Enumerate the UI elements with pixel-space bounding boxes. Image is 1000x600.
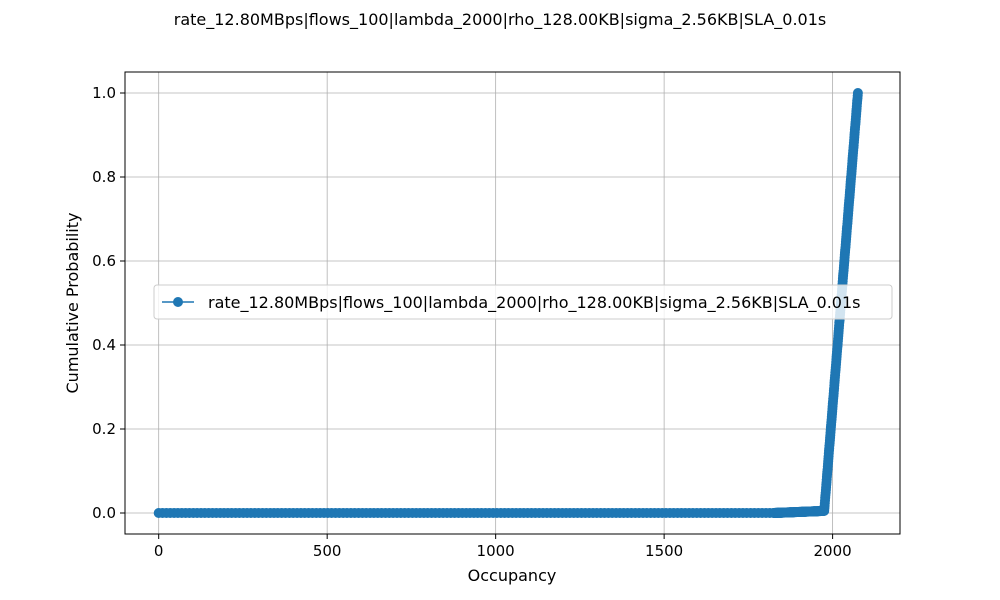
y-tick-label: 0.4 [92, 336, 116, 354]
legend-marker-swatch [173, 297, 183, 307]
data-point [852, 88, 863, 98]
y-axis-label: Cumulative Probability [63, 213, 82, 394]
legend-box [153, 284, 893, 320]
series-markers [153, 88, 863, 518]
y-tick-label: 0.8 [92, 168, 116, 186]
chart-title: rate_12.80MBps|flows_100|lambda_2000|rho… [174, 10, 826, 30]
series-layer [153, 88, 863, 518]
y-tick-label: 0.2 [92, 420, 116, 438]
x-tick-label: 0 [154, 542, 164, 560]
y-tick-label: 0.0 [92, 504, 116, 522]
y-tick-label: 1.0 [92, 84, 116, 102]
legend: rate_12.80MBps|flows_100|lambda_2000|rho… [153, 284, 893, 320]
plot-area-frame [124, 71, 901, 535]
x-tick-label: 1500 [645, 542, 683, 560]
legend-label: rate_12.80MBps|flows_100|lambda_2000|rho… [208, 293, 860, 313]
x-tick-label: 500 [313, 542, 342, 560]
x-axis-ticks: 0 500 1000 1500 2000 [154, 534, 852, 560]
y-tick-label: 0.6 [92, 252, 116, 270]
x-axis-label: Occupancy [468, 566, 557, 585]
x-tick-label: 2000 [814, 542, 852, 560]
y-axis-ticks: 0.0 0.2 0.4 0.6 0.8 1.0 [92, 84, 125, 522]
x-tick-label: 1000 [477, 542, 515, 560]
